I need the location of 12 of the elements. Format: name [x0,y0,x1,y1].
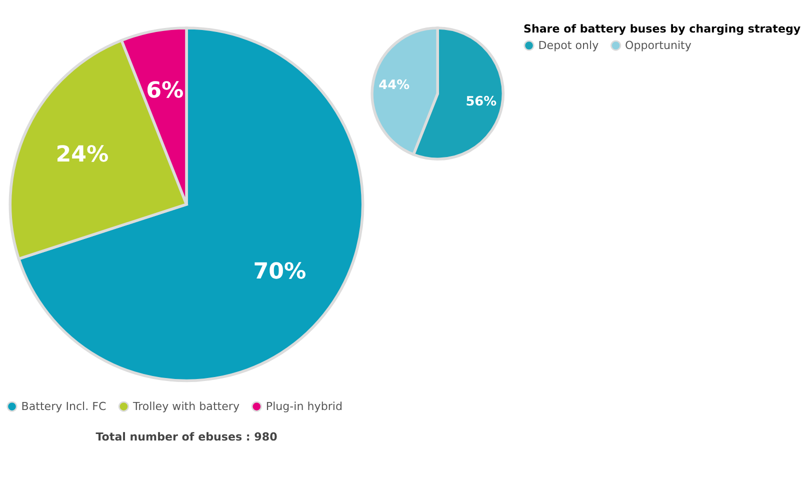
legend-title: Share of battery buses by charging strategy [523,22,802,36]
data-label: 44% [378,78,410,93]
data-label: 6% [146,78,184,104]
data-label: 56% [466,94,497,110]
data-label: 24% [56,142,109,168]
legend-label: Plug-in hybrid [266,400,343,414]
text: Total number of ebuses : 980 [96,430,278,444]
data-label: 70% [253,258,306,285]
legend-label: Battery Incl. FC [21,400,107,414]
legend-label: Opportunity [625,39,692,52]
legend-label: Trolley with battery [132,400,240,414]
legend-label: Depot only [538,39,600,52]
